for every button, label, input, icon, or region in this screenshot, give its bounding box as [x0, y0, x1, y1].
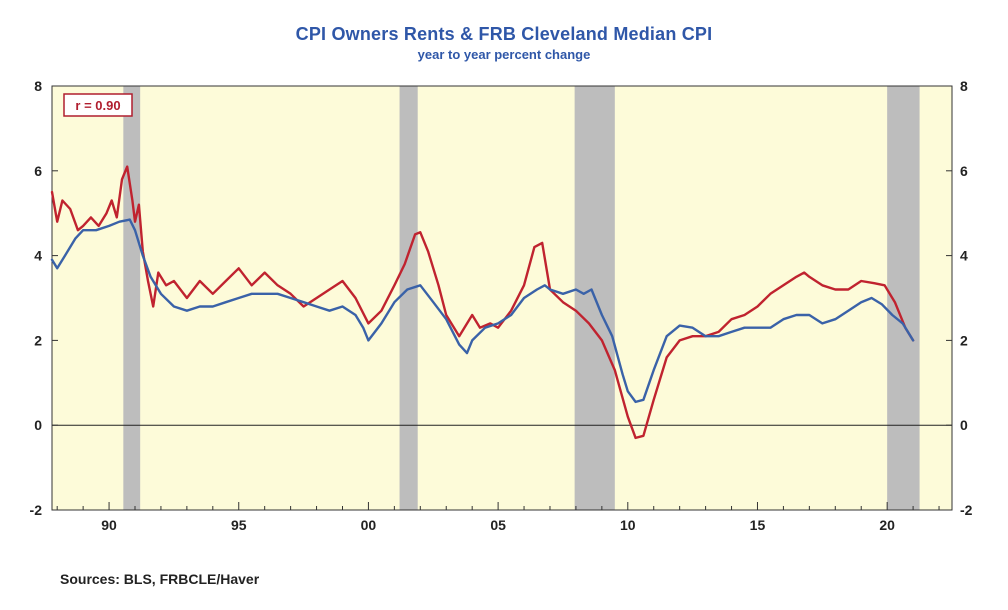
series-line-median-cpi: [50, 218, 915, 404]
x-tick-label: 90: [101, 517, 117, 533]
y-tick-label-left: 6: [34, 163, 42, 179]
y-tick-label-left: 8: [34, 78, 42, 94]
y-tick-label-right: 0: [960, 417, 968, 433]
chart-subtitle: year to year percent change: [417, 47, 591, 62]
y-tick-label-right: 8: [960, 78, 968, 94]
y-tick-label-right: -2: [960, 502, 973, 518]
recession-band-2: [399, 86, 418, 510]
y-tick-label-right: 6: [960, 163, 968, 179]
recession-band-1: [123, 86, 141, 510]
y-tick-label-left: 2: [34, 332, 42, 348]
y-tick-label-left: 0: [34, 417, 42, 433]
x-tick-label: 05: [490, 517, 506, 533]
chart-title: CPI Owners Rents & FRB Cleveland Median …: [295, 24, 713, 44]
series-line-owners-rent: [50, 165, 915, 440]
y-tick-label-left: -2: [30, 502, 43, 518]
source-note: Sources: BLS, FRBCLE/Haver: [60, 571, 260, 587]
x-tick-label: 20: [879, 517, 895, 533]
y-tick-label-right: 4: [960, 248, 968, 264]
x-tick-label: 95: [231, 517, 247, 533]
y-tick-label-right: 2: [960, 332, 968, 348]
plot-frame: [51, 85, 953, 511]
correlation-box: [63, 93, 133, 117]
plot-area: [52, 86, 952, 510]
x-tick-label: 10: [620, 517, 636, 533]
correlation-label: r = 0.90: [75, 98, 120, 113]
x-tick-label: 00: [361, 517, 377, 533]
x-tick-label: 15: [750, 517, 766, 533]
y-tick-label-left: 4: [34, 248, 42, 264]
